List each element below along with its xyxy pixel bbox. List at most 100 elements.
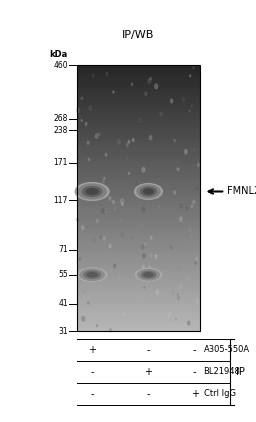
Ellipse shape [140,271,156,279]
Ellipse shape [86,188,99,195]
Bar [77,122,200,125]
Ellipse shape [140,187,157,197]
Circle shape [142,224,144,227]
Bar [77,218,200,222]
Circle shape [144,287,145,288]
Circle shape [170,99,173,103]
Ellipse shape [135,268,162,282]
Circle shape [177,297,179,300]
Circle shape [77,108,80,113]
Bar [77,148,200,152]
Circle shape [105,153,107,156]
Circle shape [142,265,144,269]
Bar [77,301,200,305]
Circle shape [84,234,87,238]
Bar [77,228,200,232]
Circle shape [150,77,151,80]
Circle shape [145,243,146,245]
Bar [77,65,200,331]
Bar [77,271,200,275]
Ellipse shape [83,271,101,279]
Circle shape [180,203,183,208]
Circle shape [142,207,145,212]
Circle shape [89,106,92,111]
Circle shape [170,246,172,249]
Circle shape [111,193,113,197]
Circle shape [156,290,159,295]
Circle shape [129,173,130,174]
Text: +: + [190,389,199,399]
Circle shape [110,328,112,332]
Circle shape [121,233,124,238]
Bar [77,145,200,149]
Bar [77,92,200,95]
Bar [77,238,200,241]
Text: +: + [144,367,153,377]
Ellipse shape [137,269,160,281]
Bar [77,288,200,291]
Circle shape [98,133,100,136]
Bar [77,161,200,165]
Circle shape [187,321,190,325]
Text: 31: 31 [58,327,68,336]
Circle shape [150,253,152,257]
Circle shape [106,72,108,76]
Bar [77,327,200,331]
Bar [77,298,200,301]
Bar [77,132,200,135]
Circle shape [82,226,84,230]
Circle shape [104,177,105,180]
Circle shape [179,284,182,289]
Ellipse shape [82,186,102,197]
Circle shape [154,191,156,194]
Circle shape [118,140,120,144]
Circle shape [188,277,189,280]
Bar [77,304,200,308]
Circle shape [92,74,94,77]
Ellipse shape [134,183,163,200]
Circle shape [103,237,105,240]
Circle shape [185,159,187,162]
Circle shape [100,235,101,238]
Circle shape [189,110,190,112]
Ellipse shape [77,267,108,282]
Circle shape [77,218,79,221]
Text: 55: 55 [58,270,68,279]
Bar [77,108,200,112]
Bar [77,264,200,268]
Circle shape [193,200,195,204]
Bar [77,111,200,115]
Text: -: - [147,345,150,355]
Circle shape [109,196,111,200]
Bar [77,225,200,228]
Bar [77,251,200,255]
Bar [77,72,200,76]
Bar [77,268,200,271]
Bar [77,235,200,238]
Circle shape [160,112,162,116]
Bar [77,175,200,179]
Circle shape [190,234,193,238]
Bar [77,291,200,295]
Ellipse shape [79,268,105,281]
Circle shape [176,160,179,164]
Text: +: + [88,345,96,355]
Ellipse shape [77,184,107,200]
Bar [77,208,200,212]
Circle shape [113,264,116,268]
Bar [77,201,200,205]
Bar [77,311,200,315]
Circle shape [112,200,114,204]
Circle shape [143,254,145,258]
Circle shape [194,149,195,151]
Bar [77,65,200,69]
Text: 460: 460 [53,61,68,70]
Circle shape [126,143,128,147]
Circle shape [177,168,179,171]
Bar [77,188,200,192]
Circle shape [191,105,193,107]
Circle shape [148,78,151,84]
Text: 268: 268 [54,114,68,123]
Bar [77,78,200,82]
Bar [77,171,200,175]
